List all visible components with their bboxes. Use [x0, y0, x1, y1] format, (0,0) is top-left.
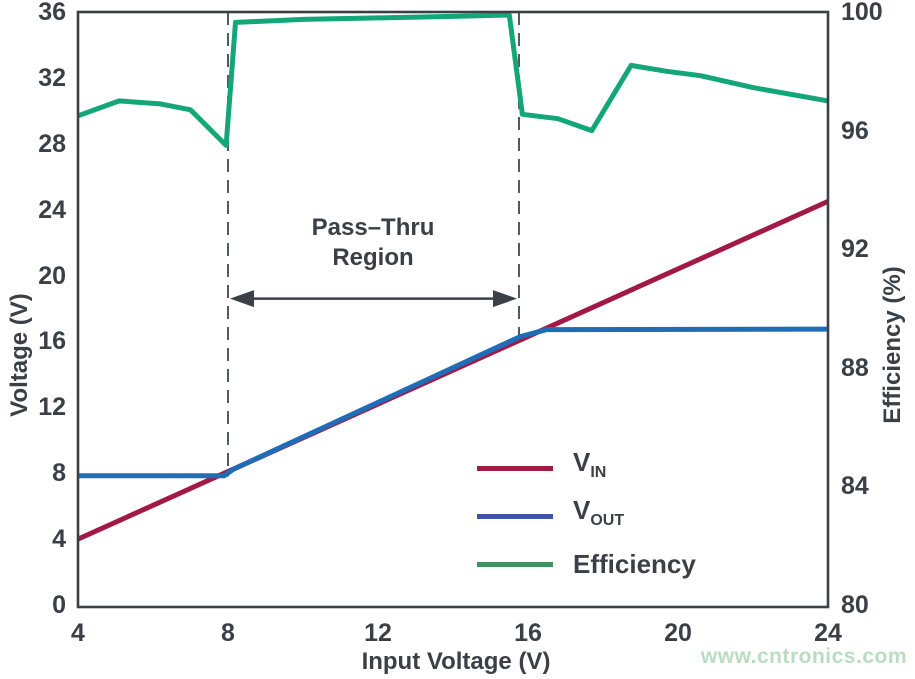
y-left-tick-label: 24 [38, 195, 66, 224]
y-right-tick-label: 84 [841, 472, 869, 501]
legend-swatch-1 [477, 465, 553, 471]
legend-row-1: VIN [477, 444, 696, 492]
y-right-tick-label: 100 [841, 0, 883, 26]
y-left-tick-label: 20 [38, 261, 66, 290]
x-tick-label: 8 [221, 619, 235, 647]
pass-thru-arrowhead-left [230, 290, 254, 308]
x-axis-title: Input Voltage (V) [361, 648, 551, 675]
plot-border [76, 10, 830, 609]
legend-swatch-3 [477, 561, 553, 567]
y-left-tick-label: 28 [38, 129, 66, 158]
pass-thru-annotation-line2: Region [332, 244, 414, 271]
y-left-tick-label: 4 [52, 525, 66, 554]
legend-label-3: Efficiency [573, 549, 696, 579]
y-left-tick-label: 16 [38, 327, 66, 356]
pass-thru-annotation-line1: Pass–Thru [311, 214, 435, 241]
legend-label-subscript-2: OUT [590, 512, 625, 530]
x-tick-label: 24 [814, 619, 842, 647]
y-left-tick-label: 32 [38, 63, 66, 92]
legend-label-2: VOUT [573, 495, 625, 530]
legend-label-1: VIN [573, 447, 607, 482]
x-tick-label: 4 [71, 619, 85, 647]
series-line-vout [78, 326, 829, 479]
watermark: www.cntronics.com [700, 645, 907, 668]
legend-row-3: Efficiency [477, 540, 696, 588]
y-right-tick-label: 96 [841, 116, 869, 145]
y-right-tick-label: 80 [841, 591, 869, 619]
x-tick-label: 12 [364, 619, 392, 647]
legend-swatch-2 [477, 513, 553, 519]
y-left-tick-label: 12 [38, 393, 66, 422]
x-tick-label: 20 [664, 619, 692, 647]
right-axis-title: Efficiency (%) [879, 266, 906, 424]
y-left-tick-label: 36 [38, 0, 66, 26]
pass-thru-arrowhead-right [493, 290, 517, 308]
legend: VIN VOUT Efficiency [477, 444, 696, 588]
left-axis-title: Voltage (V) [6, 293, 33, 417]
y-right-tick-label: 92 [841, 235, 869, 264]
y-left-tick-label: 0 [52, 591, 66, 619]
y-left-tick-label: 8 [52, 459, 66, 488]
legend-label-subscript-1: IN [590, 464, 607, 482]
x-tick-label: 16 [514, 619, 542, 647]
pass-thru-annotation: Pass–Thru Region [312, 213, 435, 273]
legend-row-2: VOUT [477, 492, 696, 540]
series-line-efficiency [77, 12, 829, 148]
y-right-tick-label: 88 [841, 353, 869, 382]
